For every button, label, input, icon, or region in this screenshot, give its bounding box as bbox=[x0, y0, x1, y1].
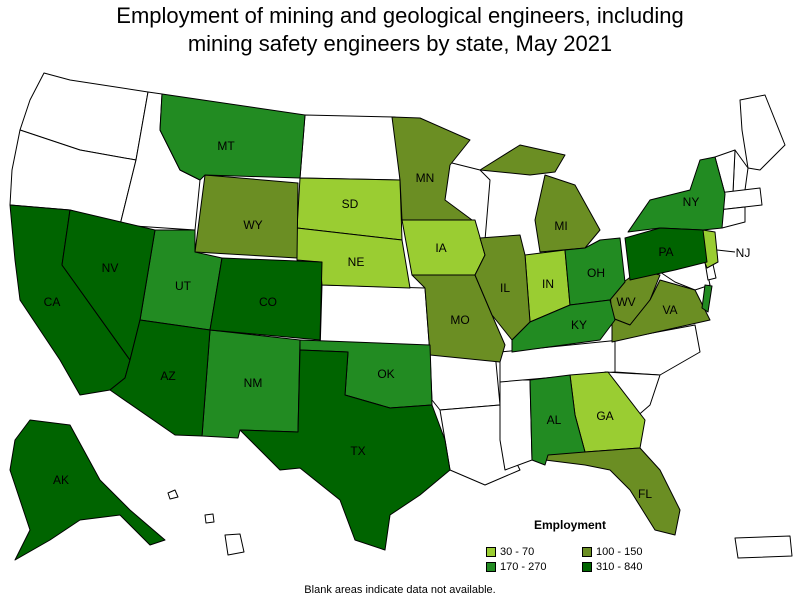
category-310-840-states bbox=[9, 204, 708, 561]
label-nm: NM bbox=[244, 376, 263, 390]
map-title: Employment of mining and geological engi… bbox=[0, 2, 800, 58]
state-tx[interactable] bbox=[239, 349, 451, 551]
legend-item-30-70: 30 - 70 bbox=[486, 546, 534, 558]
label-va: VA bbox=[662, 303, 677, 317]
state-ak[interactable] bbox=[9, 419, 166, 561]
state-al[interactable] bbox=[529, 374, 586, 466]
legend-item-100-150: 100 - 150 bbox=[582, 546, 642, 558]
label-ok: OK bbox=[377, 367, 394, 381]
label-ak: AK bbox=[53, 473, 69, 487]
state-pr[interactable] bbox=[734, 535, 793, 559]
label-fl: FL bbox=[638, 487, 652, 501]
label-mt: MT bbox=[217, 139, 235, 153]
category-170-270-states bbox=[139, 93, 726, 466]
label-az: AZ bbox=[160, 369, 175, 383]
legend-label: 170 - 270 bbox=[500, 561, 547, 573]
state-labels: MT WY SD NE MN IA IL IN MI OH NY PA NJ W… bbox=[44, 139, 751, 501]
label-wv: WV bbox=[616, 295, 635, 309]
category-100-150-states bbox=[194, 116, 711, 536]
label-ca: CA bbox=[44, 295, 61, 309]
blank-areas-note: Blank areas indicate data not available. bbox=[304, 584, 496, 596]
label-nv: NV bbox=[102, 261, 119, 275]
state-md-east[interactable] bbox=[701, 284, 713, 313]
legend-item-310-840: 310 - 840 bbox=[582, 561, 642, 573]
state-wy[interactable] bbox=[194, 174, 299, 259]
state-pa[interactable] bbox=[624, 227, 708, 281]
label-pa: PA bbox=[658, 245, 673, 259]
legend-swatch bbox=[486, 547, 496, 557]
legend-label: 310 - 840 bbox=[596, 561, 643, 573]
state-ny[interactable] bbox=[627, 156, 726, 233]
label-co: CO bbox=[259, 295, 277, 309]
label-nj: NJ bbox=[736, 246, 751, 260]
label-mi: MI bbox=[554, 219, 567, 233]
state-ky[interactable] bbox=[511, 299, 616, 353]
state-ms[interactable] bbox=[499, 379, 533, 471]
legend-label: 30 - 70 bbox=[500, 546, 535, 558]
state-hi-islands[interactable] bbox=[167, 489, 245, 556]
state-nc[interactable] bbox=[614, 324, 701, 376]
label-oh: OH bbox=[587, 266, 605, 280]
legend-swatch bbox=[582, 547, 592, 557]
label-wy: WY bbox=[243, 218, 262, 232]
legend-swatch bbox=[486, 562, 496, 572]
state-va[interactable] bbox=[611, 279, 711, 343]
state-co[interactable] bbox=[209, 257, 323, 341]
category-30-70-states bbox=[296, 177, 719, 453]
state-fl[interactable] bbox=[544, 447, 681, 536]
label-in: IN bbox=[542, 277, 554, 291]
legend-item-170-270: 170 - 270 bbox=[486, 561, 546, 573]
legend-label: 100 - 150 bbox=[596, 546, 643, 558]
state-mi[interactable] bbox=[479, 144, 601, 253]
state-ne[interactable] bbox=[296, 227, 411, 289]
state-mn[interactable] bbox=[391, 116, 473, 221]
title-line-1: Employment of mining and geological engi… bbox=[116, 3, 684, 28]
label-ut: UT bbox=[175, 279, 192, 293]
state-mt[interactable] bbox=[159, 93, 306, 181]
label-ky: KY bbox=[571, 318, 587, 332]
nj-leader-line bbox=[716, 249, 736, 253]
label-al: AL bbox=[547, 413, 562, 427]
label-mn: MN bbox=[416, 171, 435, 185]
label-ne: NE bbox=[348, 255, 365, 269]
legend-title: Employment bbox=[534, 518, 607, 532]
label-il: IL bbox=[500, 281, 510, 295]
label-ia: IA bbox=[435, 241, 446, 255]
label-ga: GA bbox=[596, 409, 613, 423]
title-line-2: mining safety engineers by state, May 20… bbox=[187, 31, 613, 56]
legend-swatch bbox=[582, 562, 592, 572]
state-me[interactable] bbox=[739, 94, 786, 171]
label-tx: TX bbox=[350, 444, 365, 458]
label-ny: NY bbox=[683, 195, 700, 209]
label-mo: MO bbox=[450, 313, 469, 327]
state-nd[interactable] bbox=[299, 114, 401, 181]
state-az[interactable] bbox=[109, 319, 211, 437]
label-sd: SD bbox=[342, 197, 359, 211]
